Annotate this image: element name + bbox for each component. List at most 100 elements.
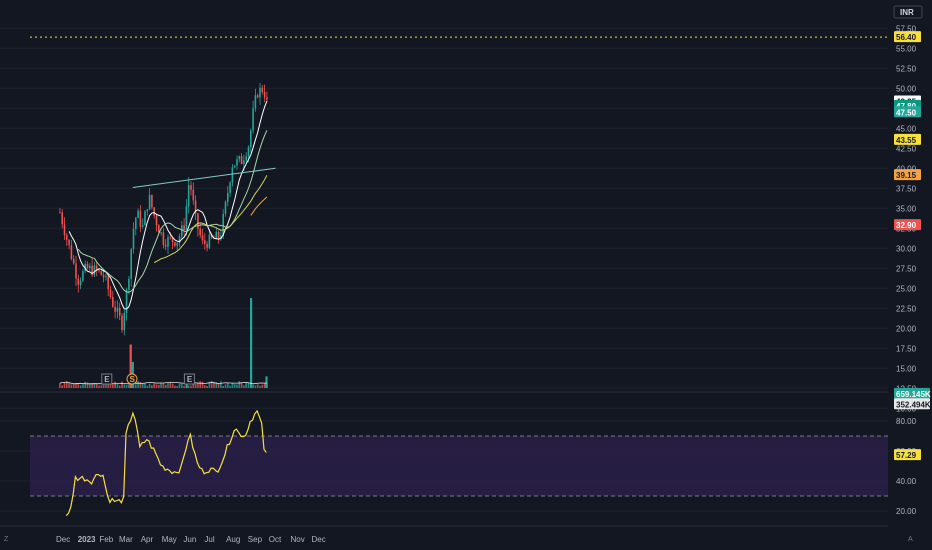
volume-bar (86, 382, 89, 388)
currency-label: INR (900, 8, 914, 17)
candle-body (155, 215, 158, 226)
volume-bar (206, 385, 208, 388)
volume-bar (215, 382, 218, 388)
timezone-corner[interactable]: Z (4, 536, 9, 543)
volume-spike (129, 344, 132, 388)
time-axis-label: Jun (183, 535, 196, 544)
volume-bar (199, 381, 201, 388)
price-axis-tick: 40.00 (896, 164, 917, 173)
volume-bar (153, 383, 155, 388)
candle-body (112, 296, 114, 307)
time-axis-label: Dec (312, 535, 326, 544)
volume-bar (217, 383, 220, 388)
volume-bar (194, 383, 197, 388)
candle-body (222, 213, 224, 236)
candle-body (215, 232, 218, 239)
candle-body (162, 232, 165, 246)
candle-body (77, 278, 80, 285)
candle-body (123, 312, 126, 330)
ma-slow-line (153, 175, 268, 264)
candle-body (256, 95, 259, 98)
volume-bar (259, 385, 261, 388)
volume-bar (227, 382, 229, 388)
candle-body (217, 232, 220, 239)
candle-body (100, 271, 103, 276)
volume-bar (123, 384, 126, 388)
candle-body (95, 265, 98, 271)
volume-bar (197, 382, 199, 388)
volume-bar (178, 383, 181, 388)
candle-body (236, 159, 238, 166)
price-tag-box (894, 31, 921, 43)
candle-body (125, 289, 128, 313)
candle-body (151, 194, 153, 208)
volume-bar (105, 381, 107, 388)
candle-body (118, 307, 121, 316)
volume-bar (243, 385, 245, 388)
candle-body (187, 185, 190, 207)
candle-body (252, 108, 254, 131)
volume-bar (144, 383, 146, 388)
trendline[interactable] (132, 167, 276, 188)
candle-body (102, 275, 105, 278)
candle-body (70, 245, 73, 260)
volume-bar (229, 385, 231, 388)
volume-bar (254, 385, 257, 388)
time-axis-label: 2023 (78, 535, 96, 544)
currency-badge[interactable] (893, 5, 923, 19)
rsi-band (30, 435, 888, 497)
candle-body (132, 229, 135, 249)
price-axis-tick: 55.00 (896, 44, 917, 53)
volume-bar (116, 383, 119, 388)
price-tag-label: 43.55 (896, 136, 917, 145)
candle-body (245, 156, 247, 161)
rsi-path (65, 409, 267, 517)
volume-bar (213, 381, 215, 388)
volume-bar (240, 383, 243, 388)
volume-bar (256, 384, 259, 388)
candle-body (227, 193, 229, 202)
candlesticks[interactable] (59, 83, 268, 336)
time-axis-label: Oct (269, 535, 282, 544)
auto-scale-corner[interactable]: A (908, 536, 913, 543)
price-axis-tick: 22.50 (896, 304, 917, 313)
candle-body (107, 276, 109, 290)
candle-body (254, 95, 257, 109)
price-axis-tick: 57.50 (896, 24, 917, 33)
split-marker-label: S (130, 375, 136, 384)
split-marker (126, 373, 138, 385)
candle-body (141, 225, 144, 227)
candle-body (240, 156, 243, 164)
candle-body (199, 228, 201, 236)
price-tag-box (894, 398, 930, 410)
ma-fast-line (68, 100, 268, 310)
candle-body (59, 212, 61, 214)
volume-bar (59, 383, 61, 388)
resistance-trendline (132, 167, 276, 188)
time-axis[interactable]: Dec 2023 Feb Mar Apr May Jun Jul Aug Sep Oct Nov Dec (56, 535, 326, 544)
volume-bar (135, 384, 137, 388)
price-tag-label: 659.145K (896, 390, 931, 399)
volume-bar (162, 383, 165, 388)
candle-body (144, 211, 146, 226)
price-tag-box (894, 106, 921, 118)
candle-body (75, 263, 77, 279)
price-tag-label: 32.90 (896, 221, 917, 230)
candle-body (171, 237, 174, 243)
candle-body (210, 234, 213, 238)
volume-bar (174, 385, 176, 388)
volume-bar (164, 384, 167, 388)
volume-bar (82, 384, 84, 388)
candle-body (158, 225, 160, 233)
candle-body (91, 265, 93, 276)
candle-body (116, 307, 119, 312)
volume-bar (79, 385, 82, 388)
volume-bar (183, 385, 185, 388)
volume-bar (137, 381, 139, 388)
price-axis-tick: 15.00 (896, 364, 917, 373)
candle-body (135, 217, 137, 230)
rsi-tag-label: 57.29 (896, 451, 917, 460)
volume-bar (190, 385, 192, 388)
